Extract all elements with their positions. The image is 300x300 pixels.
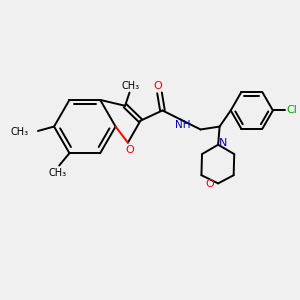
Text: O: O bbox=[125, 145, 134, 155]
Text: NH: NH bbox=[175, 119, 190, 130]
Text: CH₃: CH₃ bbox=[11, 128, 28, 137]
Text: O: O bbox=[154, 81, 162, 92]
Text: CH₃: CH₃ bbox=[122, 81, 140, 91]
Text: CH₃: CH₃ bbox=[49, 168, 67, 178]
Text: Cl: Cl bbox=[286, 105, 297, 115]
Text: O: O bbox=[206, 179, 214, 189]
Text: N: N bbox=[219, 138, 228, 148]
